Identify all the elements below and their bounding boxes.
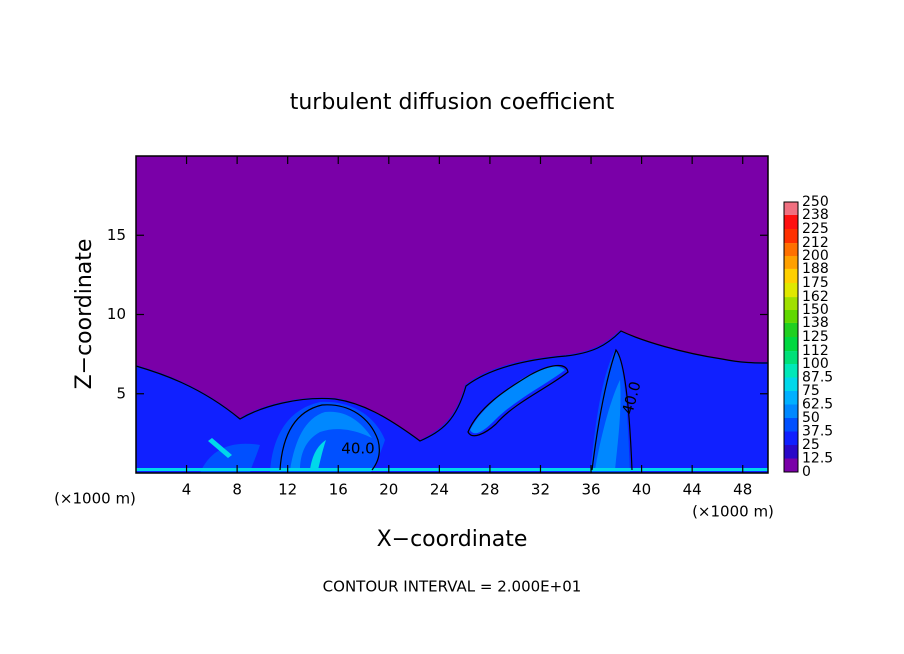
- x-tick-label: 40: [632, 481, 651, 499]
- x-tick-label: 32: [531, 481, 550, 499]
- colorbar-bin: [784, 256, 798, 269]
- colorbar-label: 175: [802, 275, 829, 291]
- x-tick-label: 24: [430, 481, 449, 499]
- colorbar-bin: [784, 391, 798, 405]
- colorbar-label: 75: [802, 383, 820, 399]
- colorbar-bin: [784, 322, 798, 337]
- colorbar-bin: [784, 310, 798, 323]
- x-tick-label: 4: [182, 481, 192, 499]
- colorbar-label: 87.5: [802, 370, 833, 386]
- colorbar-label: 162: [802, 289, 829, 305]
- colorbar-bin: [784, 243, 798, 256]
- x-tick-label: 12: [278, 481, 297, 499]
- colorbar-frame: [783, 201, 799, 473]
- colorbar-bin: [784, 229, 798, 244]
- x-tick-label: 28: [480, 481, 499, 499]
- colorbar-label: 50: [802, 410, 820, 426]
- contour-field: [135, 156, 769, 473]
- y-tick-label: 15: [107, 226, 126, 244]
- x-axis-label: X−coordinate: [377, 527, 528, 552]
- y-tick-label: 5: [116, 384, 126, 402]
- colorbar-label: 12.5: [802, 451, 833, 467]
- x-unit-label: (×1000 m): [54, 490, 136, 508]
- colorbar-label: 100: [802, 356, 829, 372]
- colorbar-label: 138: [802, 315, 829, 331]
- colorbar-bin: [784, 377, 798, 391]
- x-tick-label: 44: [683, 481, 702, 499]
- contour-label: 40.0: [341, 440, 374, 458]
- colorbar-label: 125: [802, 329, 829, 345]
- colorbar-bin: [784, 404, 798, 418]
- x-tick-label: 36: [581, 481, 600, 499]
- colorbar-bin: [784, 202, 798, 215]
- colorbar-label: 250: [802, 194, 829, 210]
- colorbar-bin: [784, 364, 798, 378]
- colorbar-bin: [784, 283, 798, 298]
- colorbar-label: 25: [802, 437, 820, 453]
- chart-title: turbulent diffusion coefficient: [290, 90, 615, 115]
- colorbar-bin: [784, 458, 798, 472]
- colorbar-bin: [784, 431, 798, 445]
- x-tick-label: 48: [733, 481, 752, 499]
- colorbar-label: 37.5: [802, 424, 833, 440]
- colorbar-label: 238: [802, 207, 829, 223]
- colorbar-bin: [784, 214, 798, 229]
- footer: CONTOUR INTERVAL = 2.000E+01: [323, 578, 582, 596]
- colorbar-bin: [784, 351, 798, 364]
- x-tick-label: 20: [379, 481, 398, 499]
- y-tick-label: 10: [107, 305, 126, 323]
- colorbar-bin: [784, 418, 798, 432]
- contour-line: [467, 365, 569, 437]
- colorbar-label: 62.5: [802, 397, 833, 413]
- colorbar-label: 0: [802, 464, 811, 480]
- x-tick-label: 8: [232, 481, 242, 499]
- contour-line: [591, 348, 633, 471]
- colorbar-label: 200: [802, 248, 829, 264]
- colorbar-label: 188: [802, 261, 829, 277]
- colorbar-label: 225: [802, 221, 829, 237]
- contour-line: [135, 330, 769, 442]
- colorbar-label: 150: [802, 302, 829, 318]
- colorbar-bin: [784, 337, 798, 352]
- x-tick-label: 16: [329, 481, 348, 499]
- colorbar-bin: [784, 445, 798, 459]
- colorbar-label: 112: [802, 343, 829, 359]
- y-axis-label: Z−coordinate: [72, 239, 97, 390]
- x-unit-label: (×1000 m): [692, 503, 774, 521]
- colorbar-bin: [784, 268, 798, 283]
- colorbar-label: 212: [802, 235, 829, 251]
- contour-line: [279, 404, 380, 471]
- colorbar-bin: [784, 297, 798, 310]
